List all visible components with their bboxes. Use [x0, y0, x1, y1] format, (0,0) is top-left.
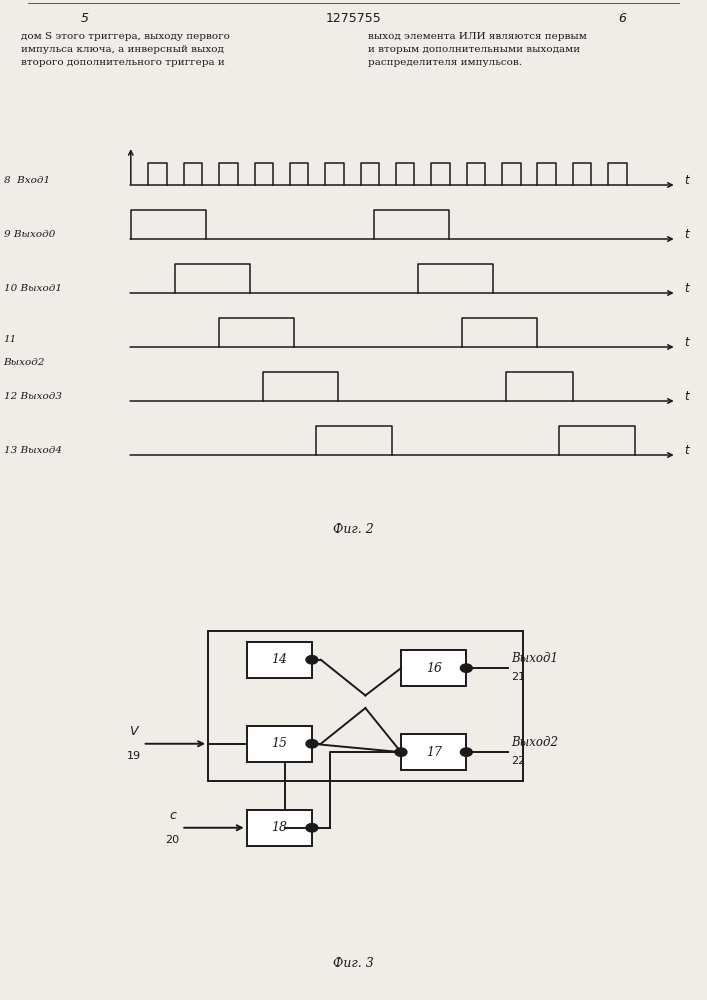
- Text: 19: 19: [127, 751, 141, 761]
- Bar: [208, 631, 522, 780]
- Text: 8  Вход1: 8 Вход1: [4, 176, 49, 185]
- Text: Фиг. 2: Фиг. 2: [333, 523, 374, 536]
- Text: дом S этого триггера, выходу первого
импульса ключа, а инверсный выход
второго д: дом S этого триггера, выходу первого имп…: [21, 32, 230, 67]
- Text: 9 Выход0: 9 Выход0: [4, 230, 55, 239]
- Text: Выход2: Выход2: [4, 358, 45, 367]
- Text: 12 Выход3: 12 Выход3: [4, 392, 62, 401]
- Text: 13 Выход4: 13 Выход4: [4, 446, 62, 455]
- Text: t: t: [684, 390, 689, 403]
- Circle shape: [395, 748, 407, 756]
- Bar: [247, 810, 312, 846]
- Text: t: t: [684, 282, 689, 295]
- Text: t: t: [684, 228, 689, 241]
- Text: 18: 18: [271, 821, 287, 834]
- Text: V: V: [129, 725, 138, 738]
- Circle shape: [460, 664, 472, 672]
- Text: t: t: [684, 174, 689, 187]
- Text: 16: 16: [426, 662, 442, 675]
- Text: 15: 15: [271, 737, 287, 750]
- Text: 17: 17: [426, 746, 442, 759]
- Text: 21: 21: [511, 672, 525, 682]
- Circle shape: [306, 740, 318, 748]
- Text: 22: 22: [511, 756, 525, 766]
- Bar: [247, 642, 312, 678]
- Text: Фиг. 3: Фиг. 3: [333, 957, 374, 970]
- Text: 14: 14: [271, 653, 287, 666]
- Text: 10 Выход1: 10 Выход1: [4, 284, 62, 293]
- Circle shape: [306, 824, 318, 832]
- Text: 20: 20: [165, 835, 180, 845]
- Text: выход элемента ИЛИ являются первым
и вторым дополнительными выходами
распределит: выход элемента ИЛИ являются первым и вто…: [368, 32, 587, 67]
- Text: 5: 5: [81, 12, 89, 25]
- Bar: [401, 734, 467, 770]
- Text: t: t: [684, 336, 689, 349]
- Text: Выход2: Выход2: [511, 736, 558, 749]
- Text: 6: 6: [618, 12, 626, 25]
- Text: c: c: [169, 809, 176, 822]
- Bar: [401, 650, 467, 686]
- Text: Выход1: Выход1: [511, 652, 558, 665]
- Circle shape: [460, 748, 472, 756]
- Circle shape: [306, 656, 318, 664]
- Text: 1275755: 1275755: [326, 12, 381, 25]
- Text: t: t: [684, 444, 689, 457]
- Bar: [247, 726, 312, 762]
- Text: 11: 11: [4, 335, 17, 344]
